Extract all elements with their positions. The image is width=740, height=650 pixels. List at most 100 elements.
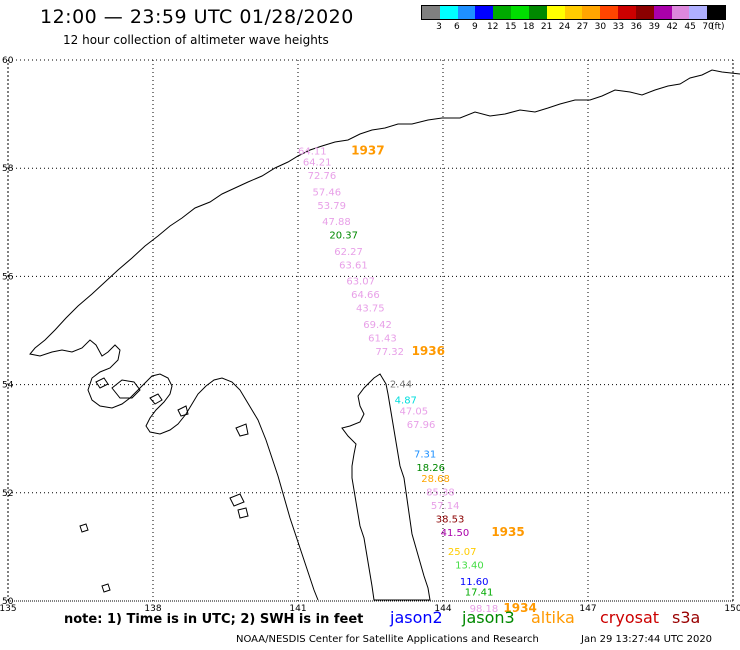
- wave-height-label: 63.07: [346, 277, 375, 288]
- lat-tick-label: 58: [2, 164, 14, 174]
- lon-tick-label: 138: [144, 604, 161, 614]
- color-legend-label: 39: [648, 22, 660, 32]
- color-swatch: [618, 6, 636, 19]
- color-swatch: [439, 6, 458, 19]
- color-legend-label: 24: [558, 22, 571, 32]
- color-legend-label: 6: [454, 22, 460, 32]
- color-legend-label: 12: [487, 22, 499, 32]
- lon-tick-label: 147: [579, 604, 596, 614]
- island-small-5: [229, 493, 245, 507]
- lon-tick-label: 135: [0, 604, 17, 614]
- satellite-name-jason3: jason3: [462, 608, 515, 627]
- mainland-coastline: [29, 69, 740, 601]
- wave-height-label: 85.38: [426, 488, 455, 499]
- wave-height-label: 13.40: [455, 561, 484, 572]
- wave-height-label: 61.43: [368, 333, 397, 344]
- lat-tick-label: 60: [2, 56, 14, 66]
- color-legend-label: 33: [612, 22, 625, 32]
- color-legend-label: 15: [504, 22, 517, 32]
- color-swatch: [600, 6, 619, 19]
- wave-height-label: 67.96: [407, 420, 436, 431]
- lon-tick-label: 150: [724, 604, 740, 614]
- wave-height-label: 47.05: [400, 406, 429, 417]
- coastline: [29, 69, 740, 601]
- cycle-labels-layer: 1937 1936 1935 1934: [351, 144, 537, 615]
- island-shantar: [111, 379, 141, 399]
- wave-height-label: 47.88: [322, 217, 351, 228]
- credit-text: NOAA/NESDIS Center for Satellite Applica…: [236, 634, 539, 645]
- color-swatch: [528, 6, 547, 19]
- color-legend-label: 42: [666, 22, 678, 32]
- color-legend-label: 30: [594, 22, 607, 32]
- color-legend-label: 9: [471, 22, 478, 32]
- color-swatch: [707, 6, 726, 19]
- color-swatch: [582, 6, 601, 19]
- sakhalin-island: [341, 373, 431, 601]
- lon-tick-label: 141: [289, 604, 306, 614]
- map-frame: [7, 59, 734, 602]
- cycle-label: 1937: [351, 144, 384, 158]
- wave-height-label: 53.79: [317, 201, 346, 212]
- color-swatch: [671, 6, 690, 19]
- wave-height-label: 72.76: [308, 171, 337, 182]
- color-legend-label: 45: [684, 22, 696, 32]
- island-small-4: [235, 423, 249, 437]
- timestamp-text: Jan 29 13:27:44 UTC 2020: [581, 634, 713, 645]
- wave-height-label: 57.14: [431, 501, 460, 512]
- lon-tick-label: 144: [434, 604, 451, 614]
- wave-height-label: 64.21: [303, 157, 332, 168]
- wave-height-label: 28.68: [421, 474, 450, 485]
- island-small-7: [79, 523, 89, 533]
- wave-height-label: 4.87: [395, 396, 417, 407]
- wave-height-label: 2.44: [390, 379, 412, 390]
- color-swatch: [546, 6, 565, 19]
- color-legend-label: 27: [576, 22, 589, 32]
- wave-height-label: 64.11: [298, 147, 327, 158]
- map-title: 12:00 — 23:59 UTC 01/28/2020: [40, 6, 354, 28]
- wave-height-label: 41.50: [441, 528, 470, 539]
- color-swatch: [653, 6, 672, 19]
- cycle-label: 1935: [491, 525, 524, 539]
- color-swatch: [457, 6, 476, 19]
- color-swatch: [475, 6, 494, 19]
- wave-height-label: 38.53: [436, 515, 465, 526]
- cycle-label: 1934: [503, 601, 536, 615]
- units-note: note: 1) Time is in UTC; 2) SWH is in fe…: [64, 612, 364, 627]
- graticule-grid: [7, 59, 734, 602]
- color-legend-swatches: [421, 5, 726, 20]
- lat-tick-label: 56: [2, 272, 14, 282]
- wave-height-label: 77.32: [375, 347, 404, 358]
- island-small-8: [101, 583, 111, 593]
- color-swatch: [564, 6, 583, 19]
- map-subtitle: 12 hour collection of altimeter wave hei…: [63, 33, 329, 47]
- color-legend-label: 21: [540, 22, 553, 32]
- lat-tick-label: 54: [2, 381, 14, 391]
- wave-height-label: 17.41: [465, 588, 494, 599]
- color-swatch: [635, 6, 654, 19]
- color-swatch: [422, 6, 440, 19]
- island-small-6: [237, 507, 249, 519]
- satellite-name-s3a: s3a: [672, 608, 701, 627]
- island-small-1: [95, 377, 109, 389]
- wave-height-label: 62.27: [334, 247, 363, 258]
- lat-tick-label: 50: [2, 597, 14, 607]
- color-swatch: [493, 6, 512, 19]
- satellite-name-jason2: jason2: [390, 608, 443, 627]
- wave-height-label: 57.46: [313, 187, 342, 198]
- wave-height-label: 69.42: [363, 320, 392, 331]
- satellite-name-cryosat: cryosat: [600, 608, 660, 627]
- island-small-2: [149, 393, 163, 405]
- wave-height-label: 18.26: [416, 463, 445, 474]
- color-legend: (ft) 3 6 9 12 15 18 21 24 27 30 33 36 39 42 45 70: [421, 5, 726, 34]
- wave-height-label: 98.18: [470, 604, 499, 615]
- lat-tick-label: 52: [2, 489, 13, 499]
- color-swatch: [511, 6, 529, 19]
- satellite-name-altika: altika: [531, 608, 575, 627]
- color-swatch: [689, 6, 708, 19]
- wave-height-label: 43.75: [356, 304, 385, 315]
- color-legend-label: 70: [702, 22, 714, 32]
- wave-height-label: 20.37: [329, 231, 358, 242]
- wave-height-label: 64.66: [351, 290, 380, 301]
